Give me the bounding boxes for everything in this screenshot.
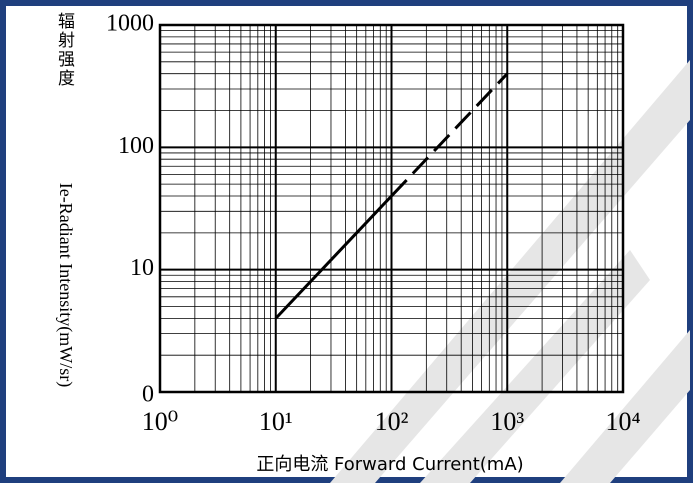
y-axis-label-cn: 辐射强度	[54, 12, 75, 88]
watermark	[330, 60, 690, 483]
plot	[158, 23, 625, 394]
x-tick-label: 10¹	[259, 407, 293, 436]
x-tick-label: 10⁴	[605, 407, 640, 436]
y-tick-label: 100	[118, 133, 154, 159]
data-line	[274, 194, 393, 320]
x-tick-label: 10⁰	[142, 407, 178, 436]
y-tick-label: 1000	[106, 11, 154, 37]
y-label-cn: 辐射强度	[54, 12, 75, 88]
data-line	[390, 72, 509, 198]
x-tick-label: 10³	[490, 407, 524, 436]
x-axis-label: 正向电流 Forward Current(mA)	[256, 454, 523, 475]
x-tick-label: 10²	[375, 407, 409, 436]
plot-border	[158, 23, 625, 394]
y-axis-label: Ie-Radiant Intensity(mW/sr)	[55, 183, 76, 387]
y-tick-label: 0	[142, 382, 154, 408]
y-tick-label: 10	[130, 255, 154, 281]
